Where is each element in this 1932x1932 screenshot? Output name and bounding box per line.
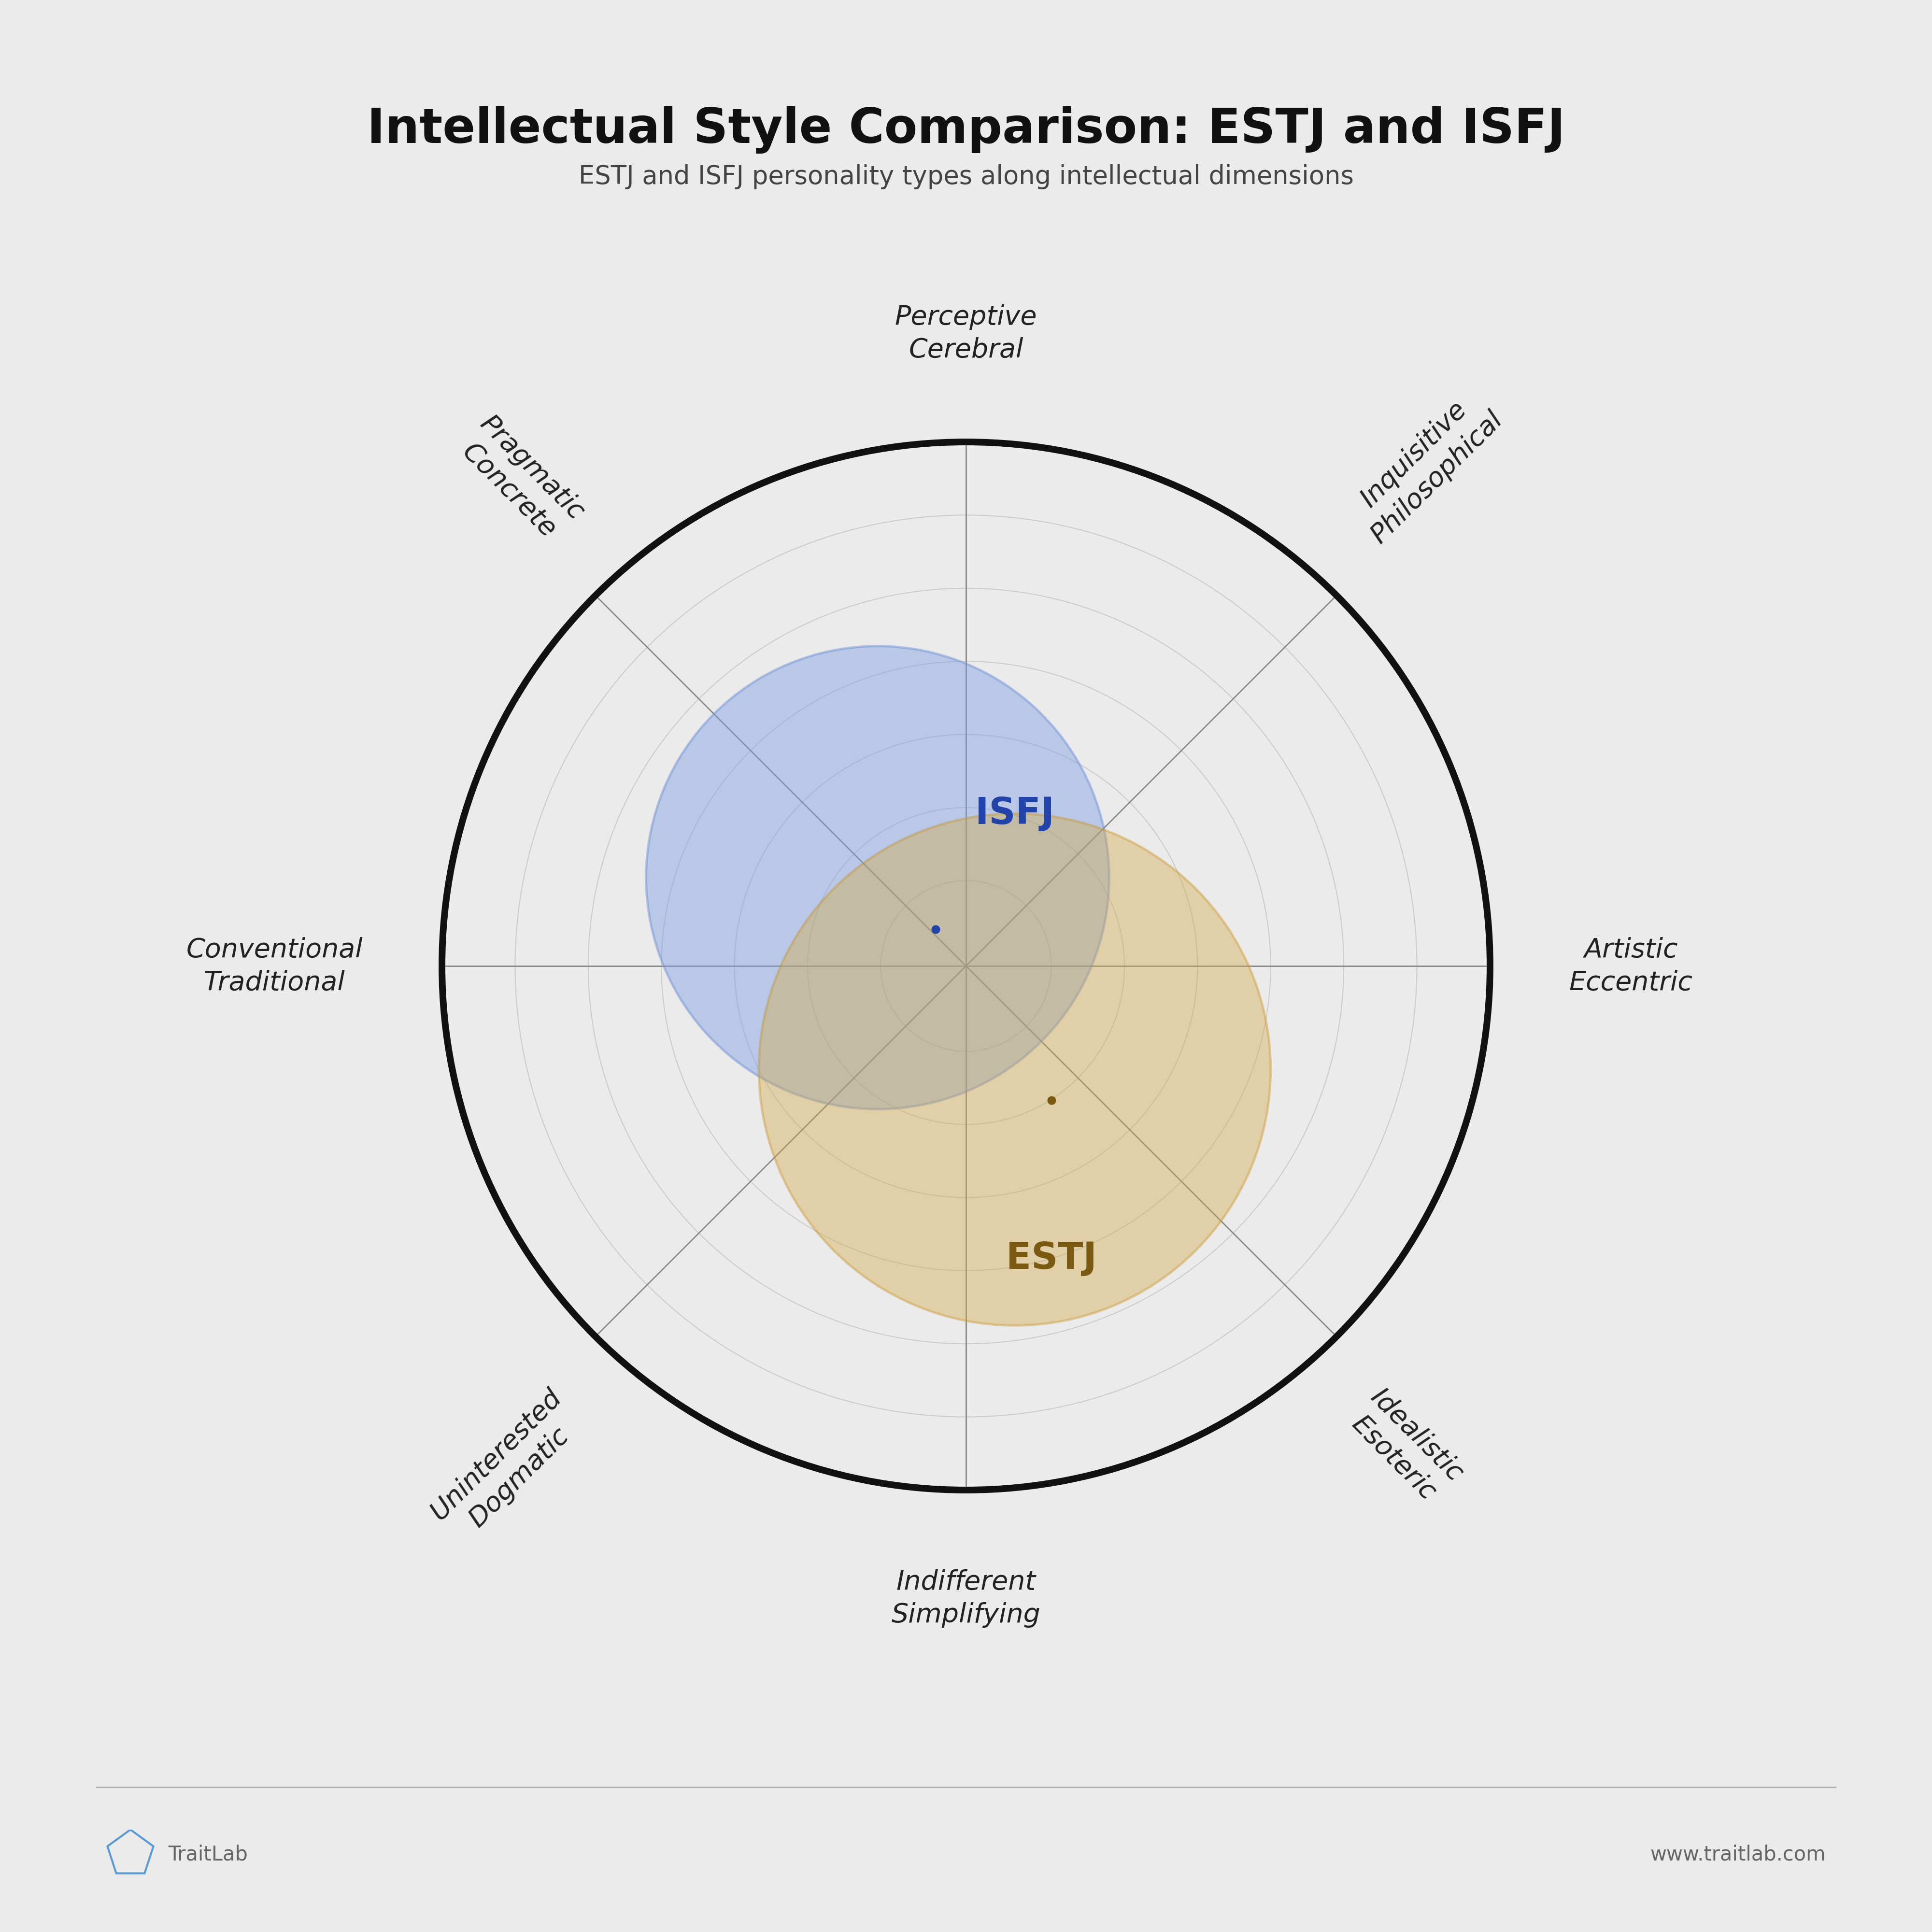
Circle shape	[645, 645, 1109, 1109]
Text: Uninterested
Dogmatic: Uninterested Dogmatic	[425, 1383, 589, 1548]
Text: Perceptive
Cerebral: Perceptive Cerebral	[895, 305, 1037, 363]
Text: Artistic
Eccentric: Artistic Eccentric	[1569, 937, 1692, 995]
Text: Inquisitive
Philosophical: Inquisitive Philosophical	[1343, 383, 1507, 549]
Text: www.traitlab.com: www.traitlab.com	[1650, 1845, 1826, 1864]
Text: Pragmatic
Concrete: Pragmatic Concrete	[452, 412, 589, 549]
Text: Indifferent
Simplifying: Indifferent Simplifying	[891, 1569, 1041, 1627]
Text: Idealistic
Esoteric: Idealistic Esoteric	[1343, 1383, 1468, 1509]
Circle shape	[759, 813, 1271, 1325]
Text: ESTJ: ESTJ	[1007, 1240, 1097, 1277]
Text: ESTJ and ISFJ personality types along intellectual dimensions: ESTJ and ISFJ personality types along in…	[578, 164, 1354, 189]
Text: Intellectual Style Comparison: ESTJ and ISFJ: Intellectual Style Comparison: ESTJ and …	[367, 106, 1565, 155]
Text: Conventional
Traditional: Conventional Traditional	[185, 937, 363, 995]
Text: ISFJ: ISFJ	[976, 796, 1055, 831]
Text: TraitLab: TraitLab	[168, 1845, 247, 1864]
